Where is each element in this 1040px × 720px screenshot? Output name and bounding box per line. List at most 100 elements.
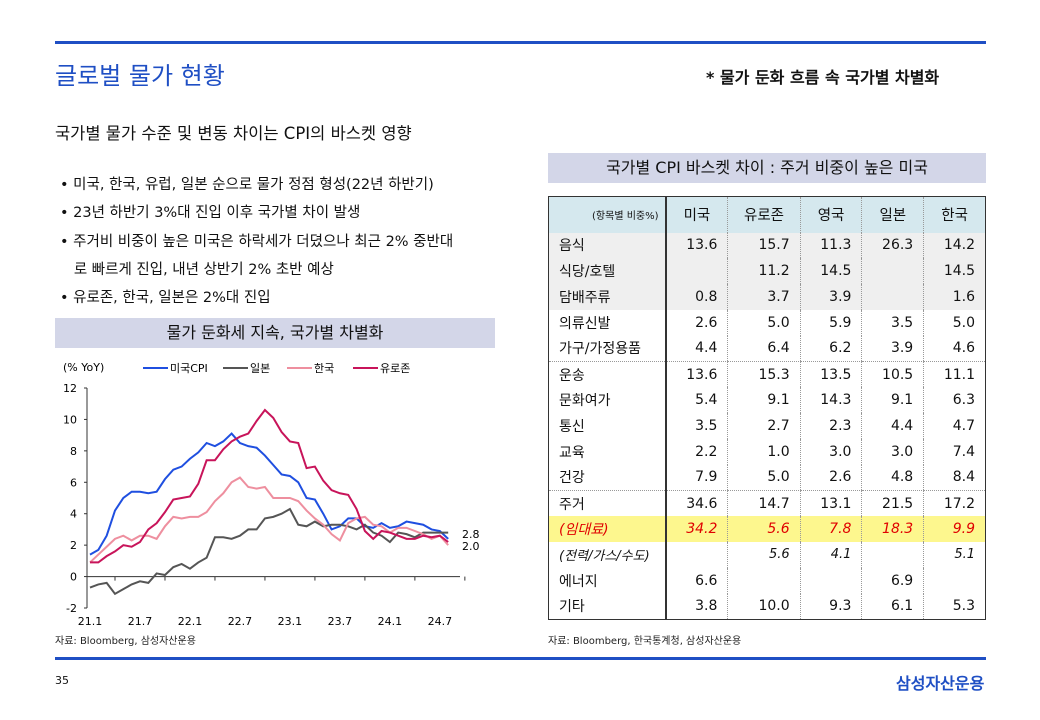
table-cell: 2.2 [664,438,728,465]
y-tick-label: 0 [70,571,77,584]
table-cell: 13.1 [799,490,862,517]
table-row: 문화여가 5.4 9.1 14.3 9.1 6.3 [548,387,986,414]
row-label: 가구/가정용품 [548,335,667,362]
table-cell: 3.0 [799,438,862,465]
table-cell: 4.8 [861,464,924,491]
table-cell: 5.0 [727,309,801,336]
table-cell: 9.1 [861,387,924,414]
subtitle: 국가별 물가 수준 및 변동 차이는 CPI의 바스켓 영향 [55,124,412,143]
table-cell: 21.5 [861,490,924,517]
table-cell: 15.7 [727,232,801,259]
table-cell: 34.6 [664,490,728,517]
table-cell: 1.0 [727,438,801,465]
column-header: 미국 [664,196,728,233]
table-cell [664,542,728,568]
y-tick-label: 10 [63,413,77,426]
table-banner: 국가별 CPI 바스켓 차이 : 주거 비중이 높은 미국 [548,153,986,183]
table-cell [923,567,986,594]
table-cell: 3.9 [799,284,862,310]
y-tick-label: 12 [63,382,77,395]
table-cell: 34.2 [664,516,728,543]
bullet: 로 빠르게 진입, 내년 상반기 2% 초반 예상 [60,262,334,278]
column-header: 유로존 [727,196,801,233]
table-row: 교육 2.2 1.0 3.0 3.0 7.4 [548,438,986,465]
table-cell [861,258,924,285]
table-row: 통신 3.5 2.7 2.3 4.4 4.7 [548,413,986,439]
y-tick-label: -2 [66,602,77,615]
legend-label: 한국 [314,362,334,375]
corner-header: (항목별 비중%) [548,196,667,233]
table-cell: 3.7 [727,284,801,310]
table-cell: 3.5 [861,309,924,336]
table-cell: 13.5 [799,361,862,388]
table-cell: 14.2 [923,232,986,259]
table-cell: 0.8 [664,284,728,310]
row-label: 통신 [548,413,667,439]
page-number: 35 [55,674,69,687]
bullet: • 미국, 한국, 유럽, 일본 순으로 물가 정점 형성(22년 하반기) [60,177,434,193]
table-cell: 5.1 [923,542,986,568]
table-row: 기타 3.8 10.0 9.3 6.1 5.3 [548,593,986,620]
bullet: • 유로존, 한국, 일본은 2%대 진입 [60,290,271,306]
table-source: 자료: Bloomberg, 한국통계청, 삼성자산운용 [548,636,742,647]
table-row: (전력/가스/수도) 5.6 4.1 5.1 [548,542,986,568]
table-cell: 18.3 [861,516,924,543]
bullet: • 주거비 비중이 높은 미국은 하락세가 더뎠으나 최근 2% 중반대 [60,234,454,250]
x-tick-label: 21.1 [78,615,103,628]
table-cell: 2.7 [727,413,801,439]
table-cell: 6.3 [923,387,986,414]
table-row: 담배주류 0.8 3.7 3.9 1.6 [548,284,986,310]
table-cell: 5.9 [799,309,862,336]
row-label: 건강 [548,464,667,491]
table-cell: 4.4 [664,335,728,362]
row-label: 교육 [548,438,667,465]
x-tick-label: 24.7 [428,615,453,628]
table-cell: 7.9 [664,464,728,491]
end-label: 2.0 [462,540,480,553]
chart-source: 자료: Bloomberg, 삼성자산운용 [55,636,196,647]
table-cell: 3.5 [664,413,728,439]
table-cell: 11.2 [727,258,801,285]
series-line-0 [89,432,449,556]
table-row: 운송 13.6 15.3 13.5 10.5 11.1 [548,361,986,388]
table-cell: 1.6 [923,284,986,310]
bottom-rule [55,657,986,660]
table-cell: 6.1 [861,593,924,620]
table-cell: 2.6 [799,464,862,491]
x-tick-label: 22.1 [178,615,203,628]
table-cell: 3.9 [861,335,924,362]
table-cell: 4.7 [923,413,986,439]
end-label: 2.8 [462,528,480,541]
table-cell [664,258,728,285]
column-header: 영국 [799,196,862,233]
table-cell: 10.5 [861,361,924,388]
table-cell [727,567,801,594]
table-cell: 5.6 [727,542,801,568]
table-cell: 15.3 [727,361,801,388]
row-label: (임대료) [548,516,667,543]
row-label: 에너지 [548,567,667,594]
x-tick-label: 22.7 [228,615,253,628]
table-row: 주거 34.6 14.7 13.1 21.5 17.2 [548,490,986,517]
column-header: 일본 [861,196,924,233]
y-tick-label: 8 [70,445,77,458]
table-cell: 2.3 [799,413,862,439]
y-tick-label: 6 [70,476,77,489]
table-cell: 9.3 [799,593,862,620]
y-tick-label: 4 [70,508,77,521]
table-cell: 6.2 [799,335,862,362]
row-label: (전력/가스/수도) [548,542,667,568]
table-cell [799,567,862,594]
x-tick-label: 24.1 [378,615,403,628]
series-line-3 [90,408,449,564]
table-cell: 4.4 [861,413,924,439]
chart-banner: 물가 둔화세 지속, 국가별 차별화 [55,318,495,348]
table-cell: 6.4 [727,335,801,362]
headline: * 물가 둔화 흐름 속 국가별 차별화 [706,68,940,87]
table-cell: 7.4 [923,438,986,465]
table-cell: 5.6 [727,516,801,543]
table-cell: 10.0 [727,593,801,620]
table-cell: 4.1 [799,542,862,568]
table-row: 건강 7.9 5.0 2.6 4.8 8.4 [548,464,986,491]
series-line-1 [89,507,449,596]
